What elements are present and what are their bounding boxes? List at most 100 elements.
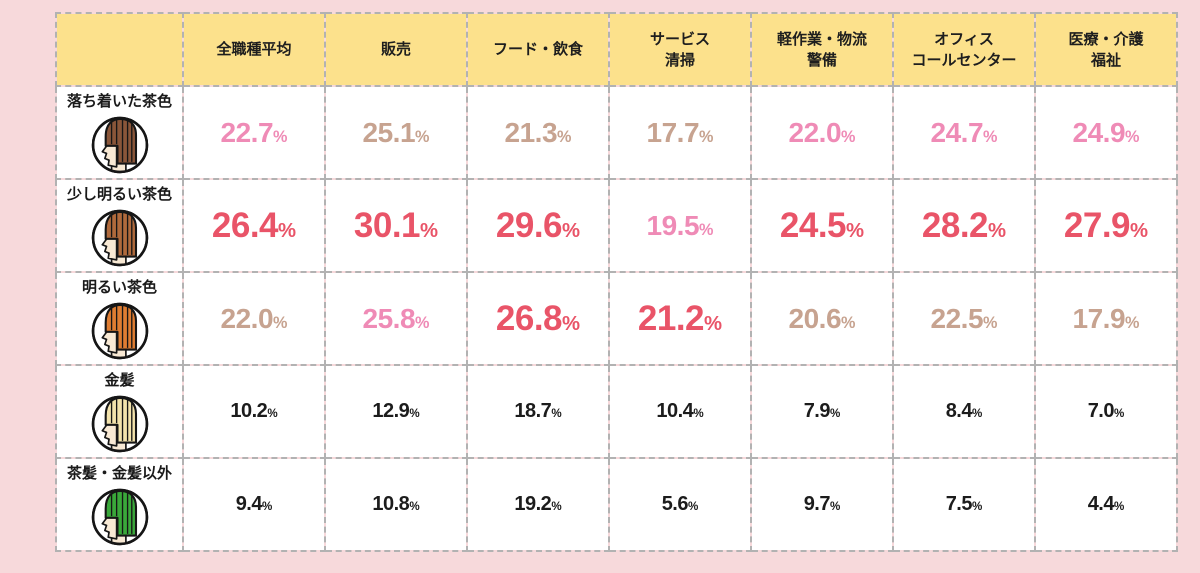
percent-sign: % [267,407,278,420]
percentage-value: 24.5 [779,205,847,245]
column-header-all-jobs: 全職種平均 [182,12,326,87]
corner-cell [55,12,184,87]
percentage-value: 30.1 [353,205,421,245]
percentage-value: 26.8 [495,298,563,338]
hair-strand-lines [110,119,132,162]
percent-sign: % [846,219,865,242]
percent-sign: % [699,220,714,239]
value-cell: 18.7% [466,364,610,459]
percent-sign: % [1114,500,1125,513]
column-header-office-callcenter: オフィス コールセンター [892,12,1036,87]
hair-avatar-icon [91,116,148,174]
percentage-value: 22.0 [788,116,842,148]
value-cell: 22.7% [182,85,326,180]
percent-sign: % [841,127,856,146]
percentage-value: 7.9 [803,400,831,422]
percent-sign: % [983,313,998,332]
hair-color-label: 茶髪・金髪以外 [66,465,172,482]
percentage-value: 8.4 [945,400,973,422]
data-table: 全職種平均 販売 フード・飲食 サービス 清掃 軽作業・物流 警備 オフィス コ… [55,12,1178,552]
percent-sign: % [409,500,420,513]
hair-strand-lines [110,398,132,441]
percent-sign: % [409,407,420,420]
percentage-value: 18.7 [514,400,552,422]
value-cell: 21.2% [608,271,752,366]
percent-sign: % [830,407,841,420]
percentage-value: 22.7 [220,116,274,148]
hair-avatar-icon [91,302,148,360]
percent-sign: % [972,500,983,513]
percent-sign: % [415,127,430,146]
percentage-value: 10.4 [656,400,694,422]
header-row: 全職種平均 販売 フード・飲食 サービス 清掃 軽作業・物流 警備 オフィス コ… [55,12,1178,87]
value-cell: 27.9% [1034,178,1178,273]
value-cell: 25.8% [324,271,468,366]
percent-sign: % [562,312,581,335]
hair-color-label: 金髪 [104,372,135,389]
value-cell: 17.9% [1034,271,1178,366]
percentage-value: 12.9 [372,400,410,422]
column-header-food: フード・飲食 [466,12,610,87]
table-row: 少し明るい茶色 26.4% 30.1% 29.6% 19.5% 24.5% [55,178,1178,273]
table-row: 落ち着いた茶色 22.7% 25.1% 21.3% 17.7% 22.0% [55,85,1178,180]
hair-color-table: 全職種平均 販売 フード・飲食 サービス 清掃 軽作業・物流 警備 オフィス コ… [55,12,1178,552]
hair-avatar-icon [91,209,148,267]
percentage-value: 9.7 [803,493,831,515]
percentage-value: 25.1 [362,116,416,148]
value-cell: 19.2% [466,457,610,552]
percentage-value: 5.6 [661,493,689,515]
value-cell: 10.4% [608,364,752,459]
percentage-value: 7.5 [945,493,973,515]
hair-strand-lines [110,212,132,255]
percent-sign: % [1130,219,1149,242]
percent-sign: % [983,127,998,146]
percentage-value: 10.2 [230,400,268,422]
value-cell: 24.9% [1034,85,1178,180]
percentage-value: 29.6 [495,205,563,245]
percent-sign: % [704,312,723,335]
column-header-sales: 販売 [324,12,468,87]
hair-color-label: 明るい茶色 [81,279,157,296]
percent-sign: % [415,313,430,332]
percent-sign: % [273,313,288,332]
percent-sign: % [562,219,581,242]
value-cell: 20.6% [750,271,894,366]
percent-sign: % [972,407,983,420]
percent-sign: % [551,407,562,420]
percentage-value: 7.0 [1087,400,1115,422]
percentage-value: 25.8 [362,302,416,334]
value-cell: 8.4% [892,364,1036,459]
percentage-value: 26.4 [211,205,279,245]
value-cell: 26.4% [182,178,326,273]
percentage-value: 28.2 [921,205,989,245]
percent-sign: % [551,500,562,513]
percentage-value: 19.5 [646,209,700,241]
value-cell: 12.9% [324,364,468,459]
value-cell: 5.6% [608,457,752,552]
percentage-value: 22.5 [930,302,984,334]
value-cell: 24.7% [892,85,1036,180]
value-cell: 17.7% [608,85,752,180]
value-cell: 30.1% [324,178,468,273]
percentage-value: 21.3 [504,116,558,148]
percent-sign: % [988,219,1007,242]
value-cell: 9.4% [182,457,326,552]
value-cell: 25.1% [324,85,468,180]
table-row: 茶髪・金髪以外 9.4% 10.8% 19.2% 5.6% 9.7% [55,457,1178,552]
percentage-value: 10.8 [372,493,410,515]
percentage-value: 24.9 [1072,116,1126,148]
percentage-value: 19.2 [514,493,552,515]
value-cell: 22.0% [750,85,894,180]
hair-color-label: 落ち着いた茶色 [66,93,172,110]
hair-color-label: 少し明るい茶色 [66,186,172,203]
percent-sign: % [262,500,273,513]
table-row: 金髪 10.2% 12.9% 18.7% 10.4% 7.9% [55,364,1178,459]
percentage-value: 9.4 [235,493,263,515]
hair-strand-lines [110,305,132,348]
column-header-service-cleaning: サービス 清掃 [608,12,752,87]
percentage-value: 27.9 [1063,205,1131,245]
value-cell: 26.8% [466,271,610,366]
value-cell: 29.6% [466,178,610,273]
column-header-light-work-logistics: 軽作業・物流 警備 [750,12,894,87]
value-cell: 28.2% [892,178,1036,273]
